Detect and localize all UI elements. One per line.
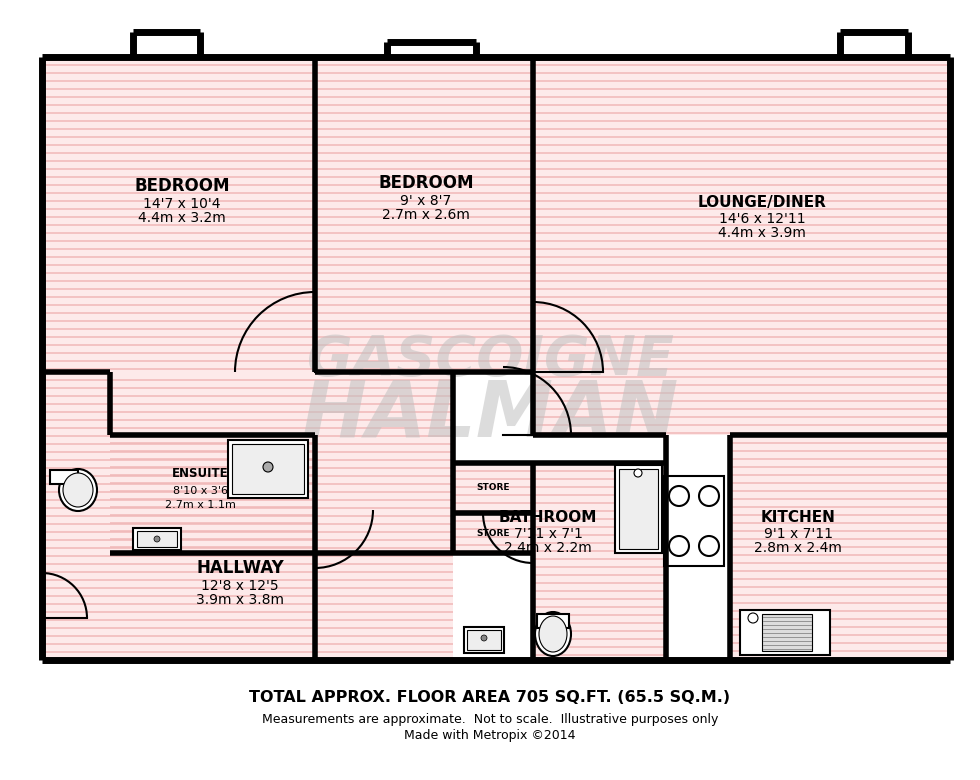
Bar: [453, 463, 533, 513]
Text: BATHROOM: BATHROOM: [499, 510, 597, 525]
Bar: [664, 476, 724, 566]
Text: 3.9m x 3.8m: 3.9m x 3.8m: [196, 593, 284, 607]
Text: 2.4m x 2.2m: 2.4m x 2.2m: [504, 541, 592, 555]
Bar: [467, 630, 501, 650]
Ellipse shape: [63, 473, 93, 507]
Text: BEDROOM: BEDROOM: [378, 174, 473, 192]
Text: STORE: STORE: [476, 529, 510, 537]
Circle shape: [263, 462, 273, 472]
Circle shape: [699, 536, 719, 556]
Text: 4.4m x 3.2m: 4.4m x 3.2m: [138, 211, 225, 225]
Bar: [537, 614, 569, 628]
Ellipse shape: [59, 469, 97, 511]
Text: 12'8 x 12'5: 12'8 x 12'5: [201, 579, 279, 593]
Text: 9' x 8'7: 9' x 8'7: [401, 194, 452, 208]
Bar: [464, 627, 504, 653]
Text: 4.4m x 3.9m: 4.4m x 3.9m: [718, 226, 806, 240]
Ellipse shape: [535, 612, 571, 656]
Text: GASCOIGNE: GASCOIGNE: [307, 333, 673, 387]
Circle shape: [669, 536, 689, 556]
Bar: [133, 528, 181, 550]
Text: LOUNGE/DINER: LOUNGE/DINER: [698, 195, 826, 210]
Text: 2.7m x 2.6m: 2.7m x 2.6m: [382, 208, 470, 222]
Text: 2.8m x 2.4m: 2.8m x 2.4m: [754, 541, 842, 555]
Ellipse shape: [539, 616, 567, 652]
Text: KITCHEN: KITCHEN: [760, 510, 835, 525]
Bar: [42, 372, 453, 660]
Text: Measurements are approximate.  Not to scale.  Illustrative purposes only: Measurements are approximate. Not to sca…: [262, 712, 718, 725]
Text: HALMAN: HALMAN: [301, 377, 679, 453]
Circle shape: [699, 486, 719, 506]
Text: TOTAL APPROX. FLOOR AREA 705 SQ.FT. (65.5 SQ.M.): TOTAL APPROX. FLOOR AREA 705 SQ.FT. (65.…: [250, 690, 730, 704]
Text: 2.7m x 1.1m: 2.7m x 1.1m: [165, 500, 235, 510]
Text: 14'7 x 10'4: 14'7 x 10'4: [143, 197, 220, 211]
Bar: [232, 444, 304, 494]
Text: HALLWAY: HALLWAY: [196, 559, 284, 577]
Bar: [533, 57, 950, 435]
Text: STORE: STORE: [476, 484, 510, 492]
Bar: [42, 57, 315, 372]
Bar: [740, 610, 830, 655]
Text: 8'10 x 3'6: 8'10 x 3'6: [172, 486, 227, 496]
Bar: [762, 614, 812, 651]
Bar: [315, 57, 533, 372]
Circle shape: [481, 635, 487, 641]
Circle shape: [154, 536, 160, 542]
Circle shape: [748, 613, 758, 623]
Bar: [50, 470, 78, 484]
Bar: [730, 435, 950, 660]
Bar: [228, 440, 308, 498]
Bar: [453, 513, 533, 553]
Text: 14'6 x 12'11: 14'6 x 12'11: [718, 212, 806, 226]
Circle shape: [634, 469, 642, 477]
Text: 9'1 x 7'11: 9'1 x 7'11: [763, 527, 832, 541]
Bar: [533, 463, 666, 660]
Bar: [110, 435, 315, 553]
Bar: [615, 465, 662, 553]
Text: ENSUITE: ENSUITE: [172, 467, 228, 480]
Text: Made with Metropix ©2014: Made with Metropix ©2014: [405, 729, 576, 743]
Circle shape: [669, 486, 689, 506]
Text: BEDROOM: BEDROOM: [134, 177, 229, 195]
Bar: [137, 531, 177, 547]
Bar: [619, 469, 658, 549]
Text: 7'11 x 7'1: 7'11 x 7'1: [514, 527, 582, 541]
